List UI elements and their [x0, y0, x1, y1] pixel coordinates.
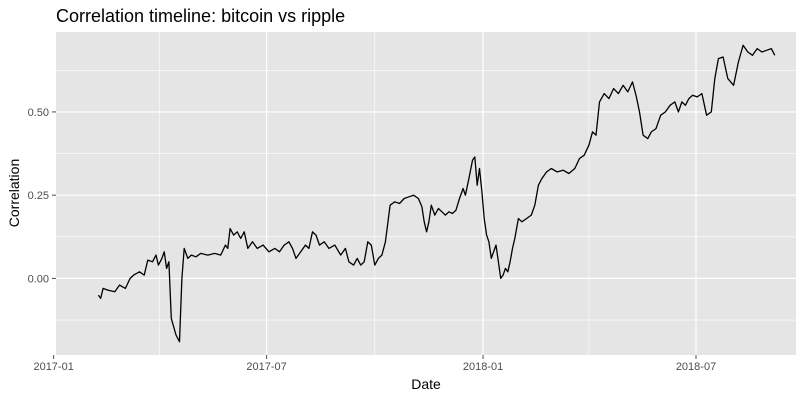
y-tick-label: 0.50	[28, 107, 49, 119]
chart-title: Correlation timeline: bitcoin vs ripple	[56, 6, 345, 26]
plot-panel	[56, 32, 796, 355]
y-tick-label: 0.00	[28, 273, 49, 285]
series-layer	[97, 44, 776, 343]
x-tick-label: 2017-07	[246, 361, 286, 373]
y-axis-label: Correlation	[6, 159, 22, 227]
grid-minor	[56, 32, 796, 355]
x-axis: 2017-01 2017-07 2018-01 2018-07	[33, 355, 716, 373]
y-axis: 0.00 0.25 0.50	[28, 107, 56, 285]
x-tick-label: 2018-07	[676, 361, 716, 373]
y-tick-label: 0.25	[28, 190, 49, 202]
x-tick-label: 2018-01	[463, 361, 503, 373]
series-line-correlation	[97, 44, 776, 343]
x-axis-label: Date	[411, 376, 441, 392]
x-tick-label: 2017-01	[33, 361, 73, 373]
grid-major	[53, 32, 796, 355]
